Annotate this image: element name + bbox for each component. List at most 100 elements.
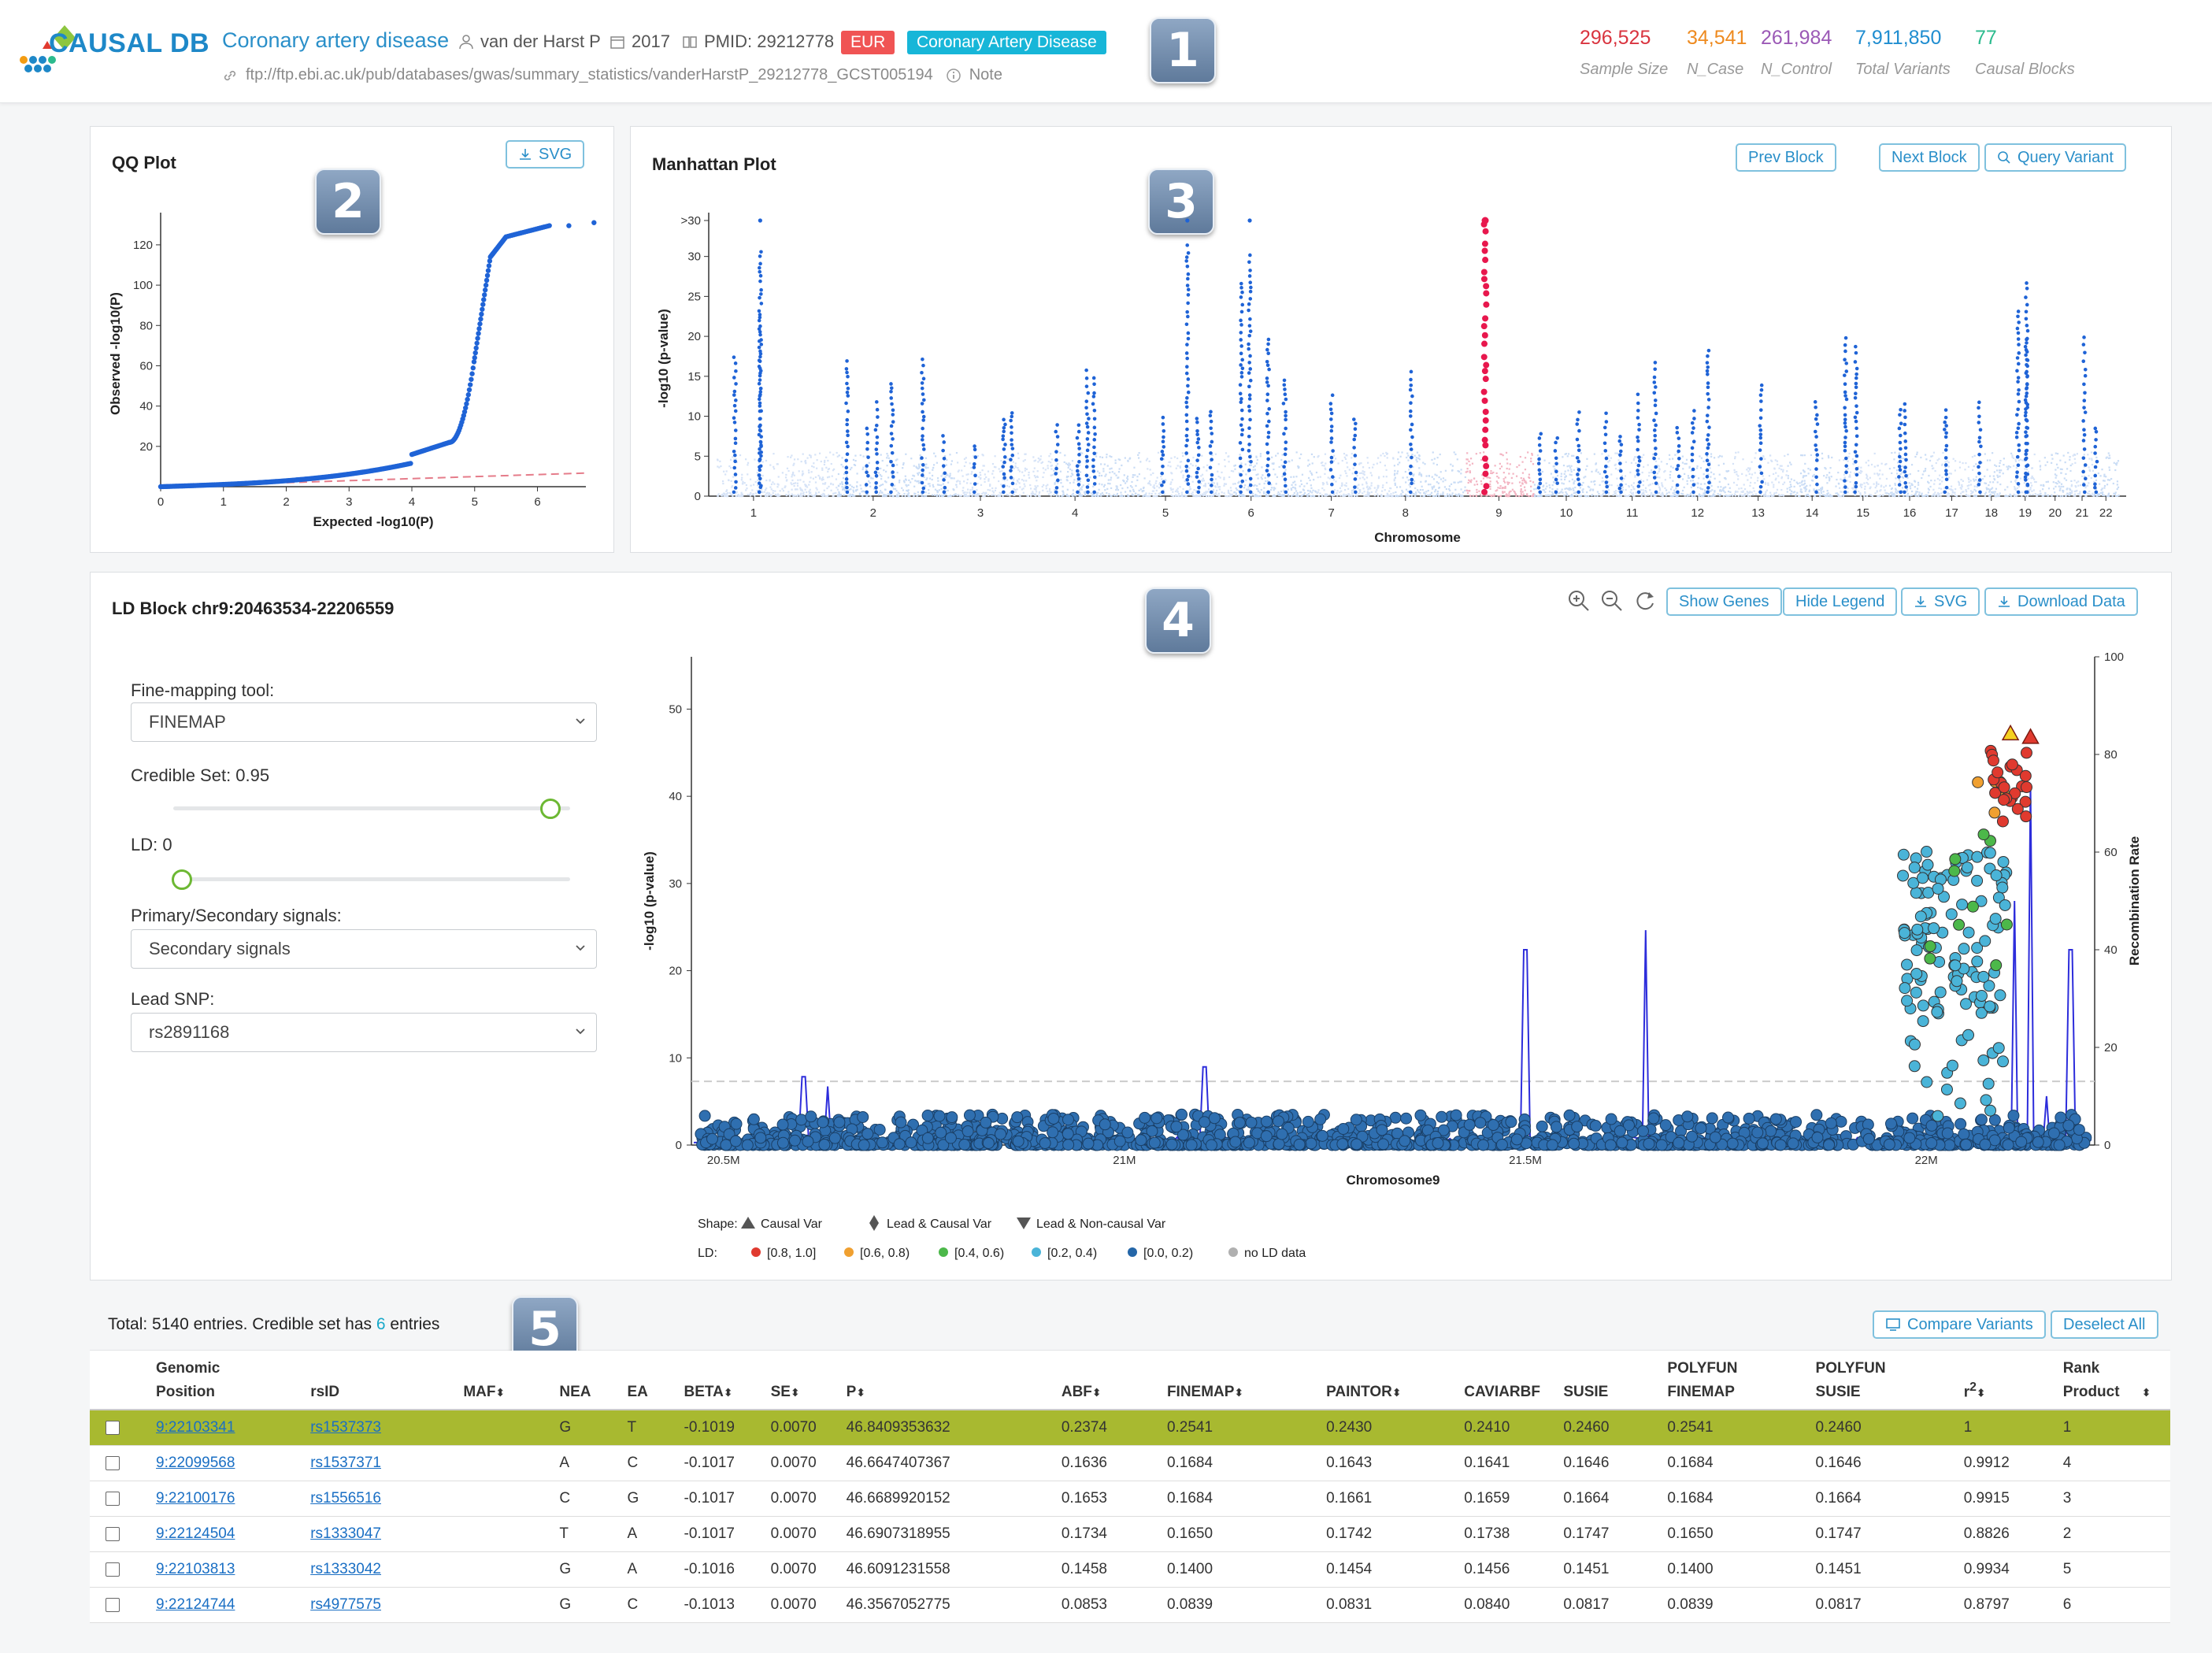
man-background-point bbox=[731, 486, 733, 488]
man-background-point bbox=[1815, 456, 1817, 459]
man-background-point bbox=[1884, 489, 1886, 491]
man-background-point bbox=[1564, 470, 1566, 473]
ftp-link[interactable]: ftp://ftp.ebi.ac.uk/pub/databases/gwas/s… bbox=[222, 66, 1002, 84]
man-background-point bbox=[1050, 468, 1053, 470]
qq-point bbox=[486, 263, 492, 269]
man-point bbox=[921, 418, 925, 422]
man-background-point bbox=[852, 458, 855, 461]
man-background-point bbox=[969, 493, 972, 495]
man-highlight-point bbox=[1480, 323, 1488, 330]
man-point bbox=[1248, 476, 1253, 481]
man-background-point bbox=[1495, 480, 1498, 483]
man-background-point bbox=[1570, 469, 1573, 471]
qq-svg-button[interactable]: SVG bbox=[506, 140, 585, 169]
man-background-point bbox=[1708, 490, 1710, 492]
man-background-point bbox=[1773, 486, 1775, 488]
man-background-point bbox=[1039, 458, 1042, 461]
man-background-point bbox=[1673, 494, 1676, 496]
man-background-point bbox=[1284, 471, 1286, 473]
trait-title[interactable]: Coronary artery disease bbox=[222, 28, 450, 52]
man-background-point bbox=[1317, 476, 1319, 479]
man-background-point bbox=[1791, 490, 1793, 492]
man-background-point bbox=[1453, 451, 1455, 454]
man-background-point bbox=[884, 488, 887, 491]
man-background-point bbox=[1416, 451, 1419, 454]
man-background-point bbox=[1897, 490, 1899, 492]
man-background-point bbox=[1619, 456, 1621, 458]
man-background-point bbox=[1979, 482, 1981, 484]
causal-db-logo[interactable] bbox=[17, 24, 175, 87]
man-background-point bbox=[1806, 494, 1808, 496]
population-tag: EUR bbox=[841, 31, 895, 54]
man-background-point bbox=[1684, 495, 1686, 497]
man-background-point bbox=[1384, 489, 1386, 491]
man-point bbox=[1554, 461, 1558, 466]
man-background-point bbox=[849, 493, 851, 495]
man-background-point bbox=[725, 493, 728, 495]
man-background-point bbox=[2024, 494, 2026, 496]
man-background-point bbox=[1783, 481, 1786, 484]
ftp-url[interactable]: ftp://ftp.ebi.ac.uk/pub/databases/gwas/s… bbox=[246, 66, 933, 83]
man-background-point bbox=[1085, 461, 1087, 464]
man-background-point bbox=[1019, 486, 1021, 488]
man-background-point bbox=[1898, 454, 1900, 456]
man-background-point bbox=[1170, 488, 1173, 491]
man-background-point bbox=[2007, 465, 2010, 468]
man-point bbox=[1239, 400, 1243, 405]
man-background-point bbox=[1322, 484, 1325, 486]
man-background-point bbox=[1192, 456, 1195, 459]
man-background-point bbox=[1530, 460, 1532, 462]
man-background-point bbox=[1636, 456, 1638, 458]
man-background-point bbox=[927, 483, 930, 485]
query-variant-button[interactable]: Query Variant bbox=[1984, 143, 2126, 172]
man-background-point bbox=[1662, 495, 1664, 498]
man-background-point bbox=[1867, 459, 1869, 461]
man-background-point bbox=[1565, 487, 1568, 490]
man-background-point bbox=[1961, 491, 1964, 493]
man-background-point bbox=[2011, 454, 2014, 457]
man-point bbox=[758, 369, 763, 373]
man-background-point bbox=[1029, 484, 1032, 487]
man-background-point bbox=[1249, 495, 1251, 498]
man-background-point bbox=[1132, 494, 1135, 496]
man-background-point bbox=[924, 457, 927, 459]
man-background-point bbox=[1106, 454, 1108, 456]
man-background-point bbox=[1658, 487, 1661, 490]
man-background-point bbox=[1050, 461, 1052, 464]
man-point bbox=[1248, 367, 1253, 371]
man-background-point bbox=[1737, 478, 1740, 480]
man-background-point bbox=[942, 467, 945, 469]
man-point bbox=[921, 443, 925, 447]
man-point bbox=[1185, 405, 1189, 410]
man-background-point bbox=[1451, 465, 1454, 467]
man-background-point bbox=[773, 453, 775, 455]
man-background-point bbox=[902, 461, 905, 465]
man-background-point bbox=[1714, 490, 1716, 492]
man-background-point bbox=[1026, 495, 1028, 497]
man-background-point bbox=[1244, 463, 1247, 465]
next-block-button[interactable]: Next Block bbox=[1879, 143, 1980, 172]
man-background-point bbox=[820, 460, 822, 463]
man-background-point bbox=[1098, 483, 1101, 485]
note-link[interactable]: Note bbox=[969, 66, 1002, 83]
prev-block-button[interactable]: Prev Block bbox=[1736, 143, 1836, 172]
man-background-point bbox=[1351, 491, 1354, 494]
man-background-point bbox=[2069, 494, 2072, 496]
man-background-point bbox=[810, 494, 813, 496]
man-background-point bbox=[1435, 488, 1437, 491]
man-background-point bbox=[1348, 469, 1351, 471]
man-background-point bbox=[1068, 465, 1070, 467]
man-background-point bbox=[1127, 459, 1129, 462]
man-background-point bbox=[856, 488, 858, 491]
man-background-point bbox=[765, 479, 768, 482]
man-background-point bbox=[1258, 491, 1261, 494]
man-background-point bbox=[1689, 493, 1691, 495]
man-point bbox=[758, 354, 762, 359]
man-background-point bbox=[1421, 485, 1423, 487]
man-background-point bbox=[2057, 480, 2059, 483]
man-background-point bbox=[1278, 494, 1280, 497]
man-background-point bbox=[1898, 495, 1900, 498]
man-background-point bbox=[1722, 490, 1725, 492]
man-background-point bbox=[1161, 478, 1163, 480]
